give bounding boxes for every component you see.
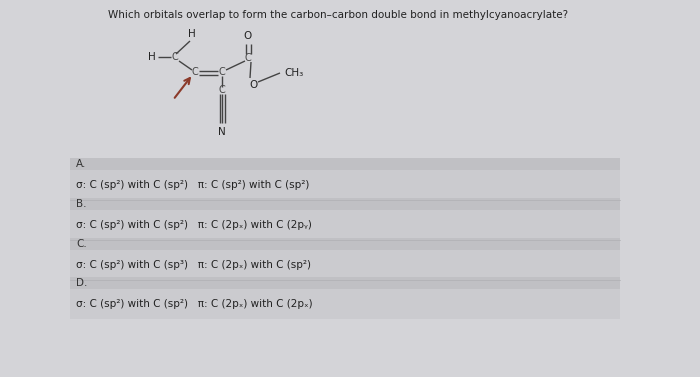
Text: O: O — [250, 80, 258, 90]
Text: C: C — [172, 52, 178, 62]
Text: σ: C (sp²) with C (sp²)   π: C (2pₓ) with C (2pₓ): σ: C (sp²) with C (sp²) π: C (2pₓ) with … — [76, 299, 313, 309]
Bar — [70, 250, 620, 280]
Text: σ: C (sp²) with C (sp²)   π: C (sp²) with C (sp²): σ: C (sp²) with C (sp²) π: C (sp²) with … — [76, 180, 309, 190]
Text: O: O — [244, 31, 252, 41]
Text: Which orbitals overlap to form the carbon–carbon double bond in methylcyanoacryl: Which orbitals overlap to form the carbo… — [108, 10, 568, 20]
Bar — [70, 277, 620, 289]
Text: C: C — [218, 85, 225, 95]
Bar — [70, 158, 620, 170]
Bar — [70, 198, 620, 210]
Text: C: C — [218, 67, 225, 77]
Bar — [70, 289, 620, 319]
Bar — [70, 170, 620, 200]
Text: H: H — [148, 52, 156, 62]
Text: D.: D. — [76, 278, 88, 288]
Text: C.: C. — [76, 239, 87, 249]
Text: σ: C (sp²) with C (sp²)   π: C (2pₓ) with C (2pᵧ): σ: C (sp²) with C (sp²) π: C (2pₓ) with … — [76, 220, 312, 230]
Text: C: C — [244, 53, 251, 63]
Text: N: N — [218, 127, 226, 137]
Bar — [70, 238, 620, 250]
Text: C: C — [192, 67, 198, 77]
Text: B.: B. — [76, 199, 87, 209]
Text: CH₃: CH₃ — [284, 68, 304, 78]
Text: A.: A. — [76, 159, 86, 169]
Text: H: H — [188, 29, 196, 39]
Bar — [70, 210, 620, 240]
Text: σ: C (sp²) with C (sp³)   π: C (2pₓ) with C (sp²): σ: C (sp²) with C (sp³) π: C (2pₓ) with … — [76, 260, 311, 270]
